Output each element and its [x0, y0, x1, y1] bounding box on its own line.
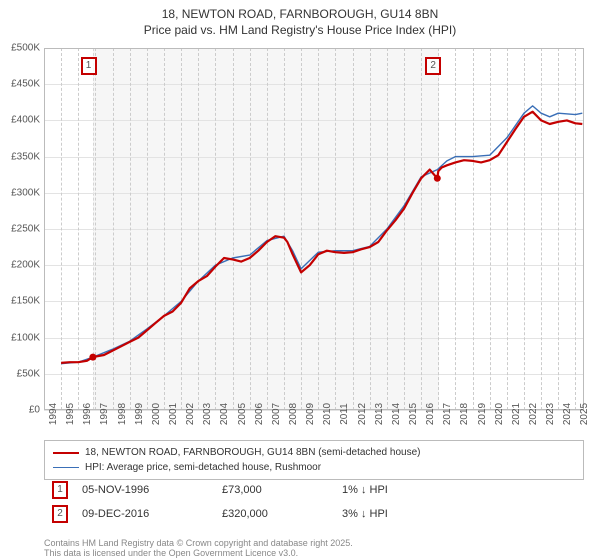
y-tick-label: £50K [0, 368, 40, 379]
y-tick-label: £150K [0, 296, 40, 307]
event-price: £73,000 [222, 484, 342, 496]
legend-row: 18, NEWTON ROAD, FARNBOROUGH, GU14 8BN (… [53, 445, 575, 460]
y-tick-label: £400K [0, 115, 40, 126]
legend-swatch [53, 452, 79, 454]
y-tick-label: £350K [0, 151, 40, 162]
y-tick-label: £100K [0, 332, 40, 343]
x-tick-label: 2001 [164, 403, 179, 425]
title-line-2: Price paid vs. HM Land Registry's House … [8, 22, 592, 38]
y-tick-label: £200K [0, 260, 40, 271]
x-tick-label: 2011 [335, 403, 350, 425]
x-tick-label: 1998 [113, 403, 128, 425]
legend-label: 18, NEWTON ROAD, FARNBOROUGH, GU14 8BN (… [85, 445, 420, 460]
x-tick-label: 1994 [44, 403, 59, 425]
x-tick-label: 2013 [370, 403, 385, 425]
x-tick-label: 2002 [181, 403, 196, 425]
x-tick-label: 2019 [473, 403, 488, 425]
y-tick-label: £500K [0, 43, 40, 54]
legend-label: HPI: Average price, semi-detached house,… [85, 460, 321, 475]
sale-point-1 [89, 354, 96, 361]
x-tick-label: 2017 [438, 403, 453, 425]
event-marker-2: 2 [425, 57, 441, 75]
x-tick-label: 2003 [198, 403, 213, 425]
x-tick-label: 2005 [233, 403, 248, 425]
event-date: 05-NOV-1996 [82, 484, 222, 496]
y-tick-label: £0 [0, 405, 40, 416]
x-tick-label: 2004 [215, 403, 230, 425]
x-tick-label: 2010 [318, 403, 333, 425]
event-row: 1 05-NOV-1996£73,0001% ↓ HPI [44, 478, 584, 502]
x-tick-label: 1995 [61, 403, 76, 425]
x-tick-label: 2006 [250, 403, 265, 425]
event-marker-icon: 2 [52, 505, 68, 523]
x-tick-label: 2014 [387, 403, 402, 425]
x-tick-label: 2009 [301, 403, 316, 425]
x-tick-label: 2015 [404, 403, 419, 425]
event-marker-icon: 1 [52, 481, 68, 499]
x-tick-label: 2020 [490, 403, 505, 425]
legend: 18, NEWTON ROAD, FARNBOROUGH, GU14 8BN (… [44, 440, 584, 480]
chart-title: 18, NEWTON ROAD, FARNBOROUGH, GU14 8BN P… [0, 0, 600, 40]
x-tick-label: 2007 [267, 403, 282, 425]
x-tick-label: 2016 [421, 403, 436, 425]
chart-container: 18, NEWTON ROAD, FARNBOROUGH, GU14 8BN P… [0, 0, 600, 560]
event-delta: 3% ↓ HPI [342, 508, 482, 520]
title-line-1: 18, NEWTON ROAD, FARNBOROUGH, GU14 8BN [8, 6, 592, 22]
event-table: 1 05-NOV-1996£73,0001% ↓ HPI 2 09-DEC-2016£… [44, 478, 584, 526]
y-tick-label: £450K [0, 79, 40, 90]
event-delta: 1% ↓ HPI [342, 484, 482, 496]
event-marker-1: 1 [81, 57, 97, 75]
plot-area: 12 £0£50K£100K£150K£200K£250K£300K£350K£… [44, 48, 584, 410]
event-price: £320,000 [222, 508, 342, 520]
x-tick-label: 1996 [78, 403, 93, 425]
sale-point-2 [434, 175, 441, 182]
x-tick-label: 2023 [541, 403, 556, 425]
x-tick-label: 1999 [130, 403, 145, 425]
x-tick-label: 2000 [147, 403, 162, 425]
footer-attribution: Contains HM Land Registry data © Crown c… [44, 538, 353, 558]
legend-row: HPI: Average price, semi-detached house,… [53, 460, 575, 475]
series-price_paid [61, 112, 582, 363]
y-tick-label: £250K [0, 224, 40, 235]
x-tick-label: 2021 [507, 403, 522, 425]
y-tick-label: £300K [0, 187, 40, 198]
x-tick-label: 2024 [558, 403, 573, 425]
x-tick-label: 2022 [524, 403, 539, 425]
event-date: 09-DEC-2016 [82, 508, 222, 520]
x-tick-label: 2008 [284, 403, 299, 425]
x-tick-label: 2012 [353, 403, 368, 425]
event-row: 2 09-DEC-2016£320,0003% ↓ HPI [44, 502, 584, 526]
x-tick-label: 2018 [455, 403, 470, 425]
x-tick-label: 2025 [575, 403, 590, 425]
x-tick-label: 1997 [95, 403, 110, 425]
legend-swatch [53, 467, 79, 468]
chart-lines-svg [44, 48, 584, 410]
